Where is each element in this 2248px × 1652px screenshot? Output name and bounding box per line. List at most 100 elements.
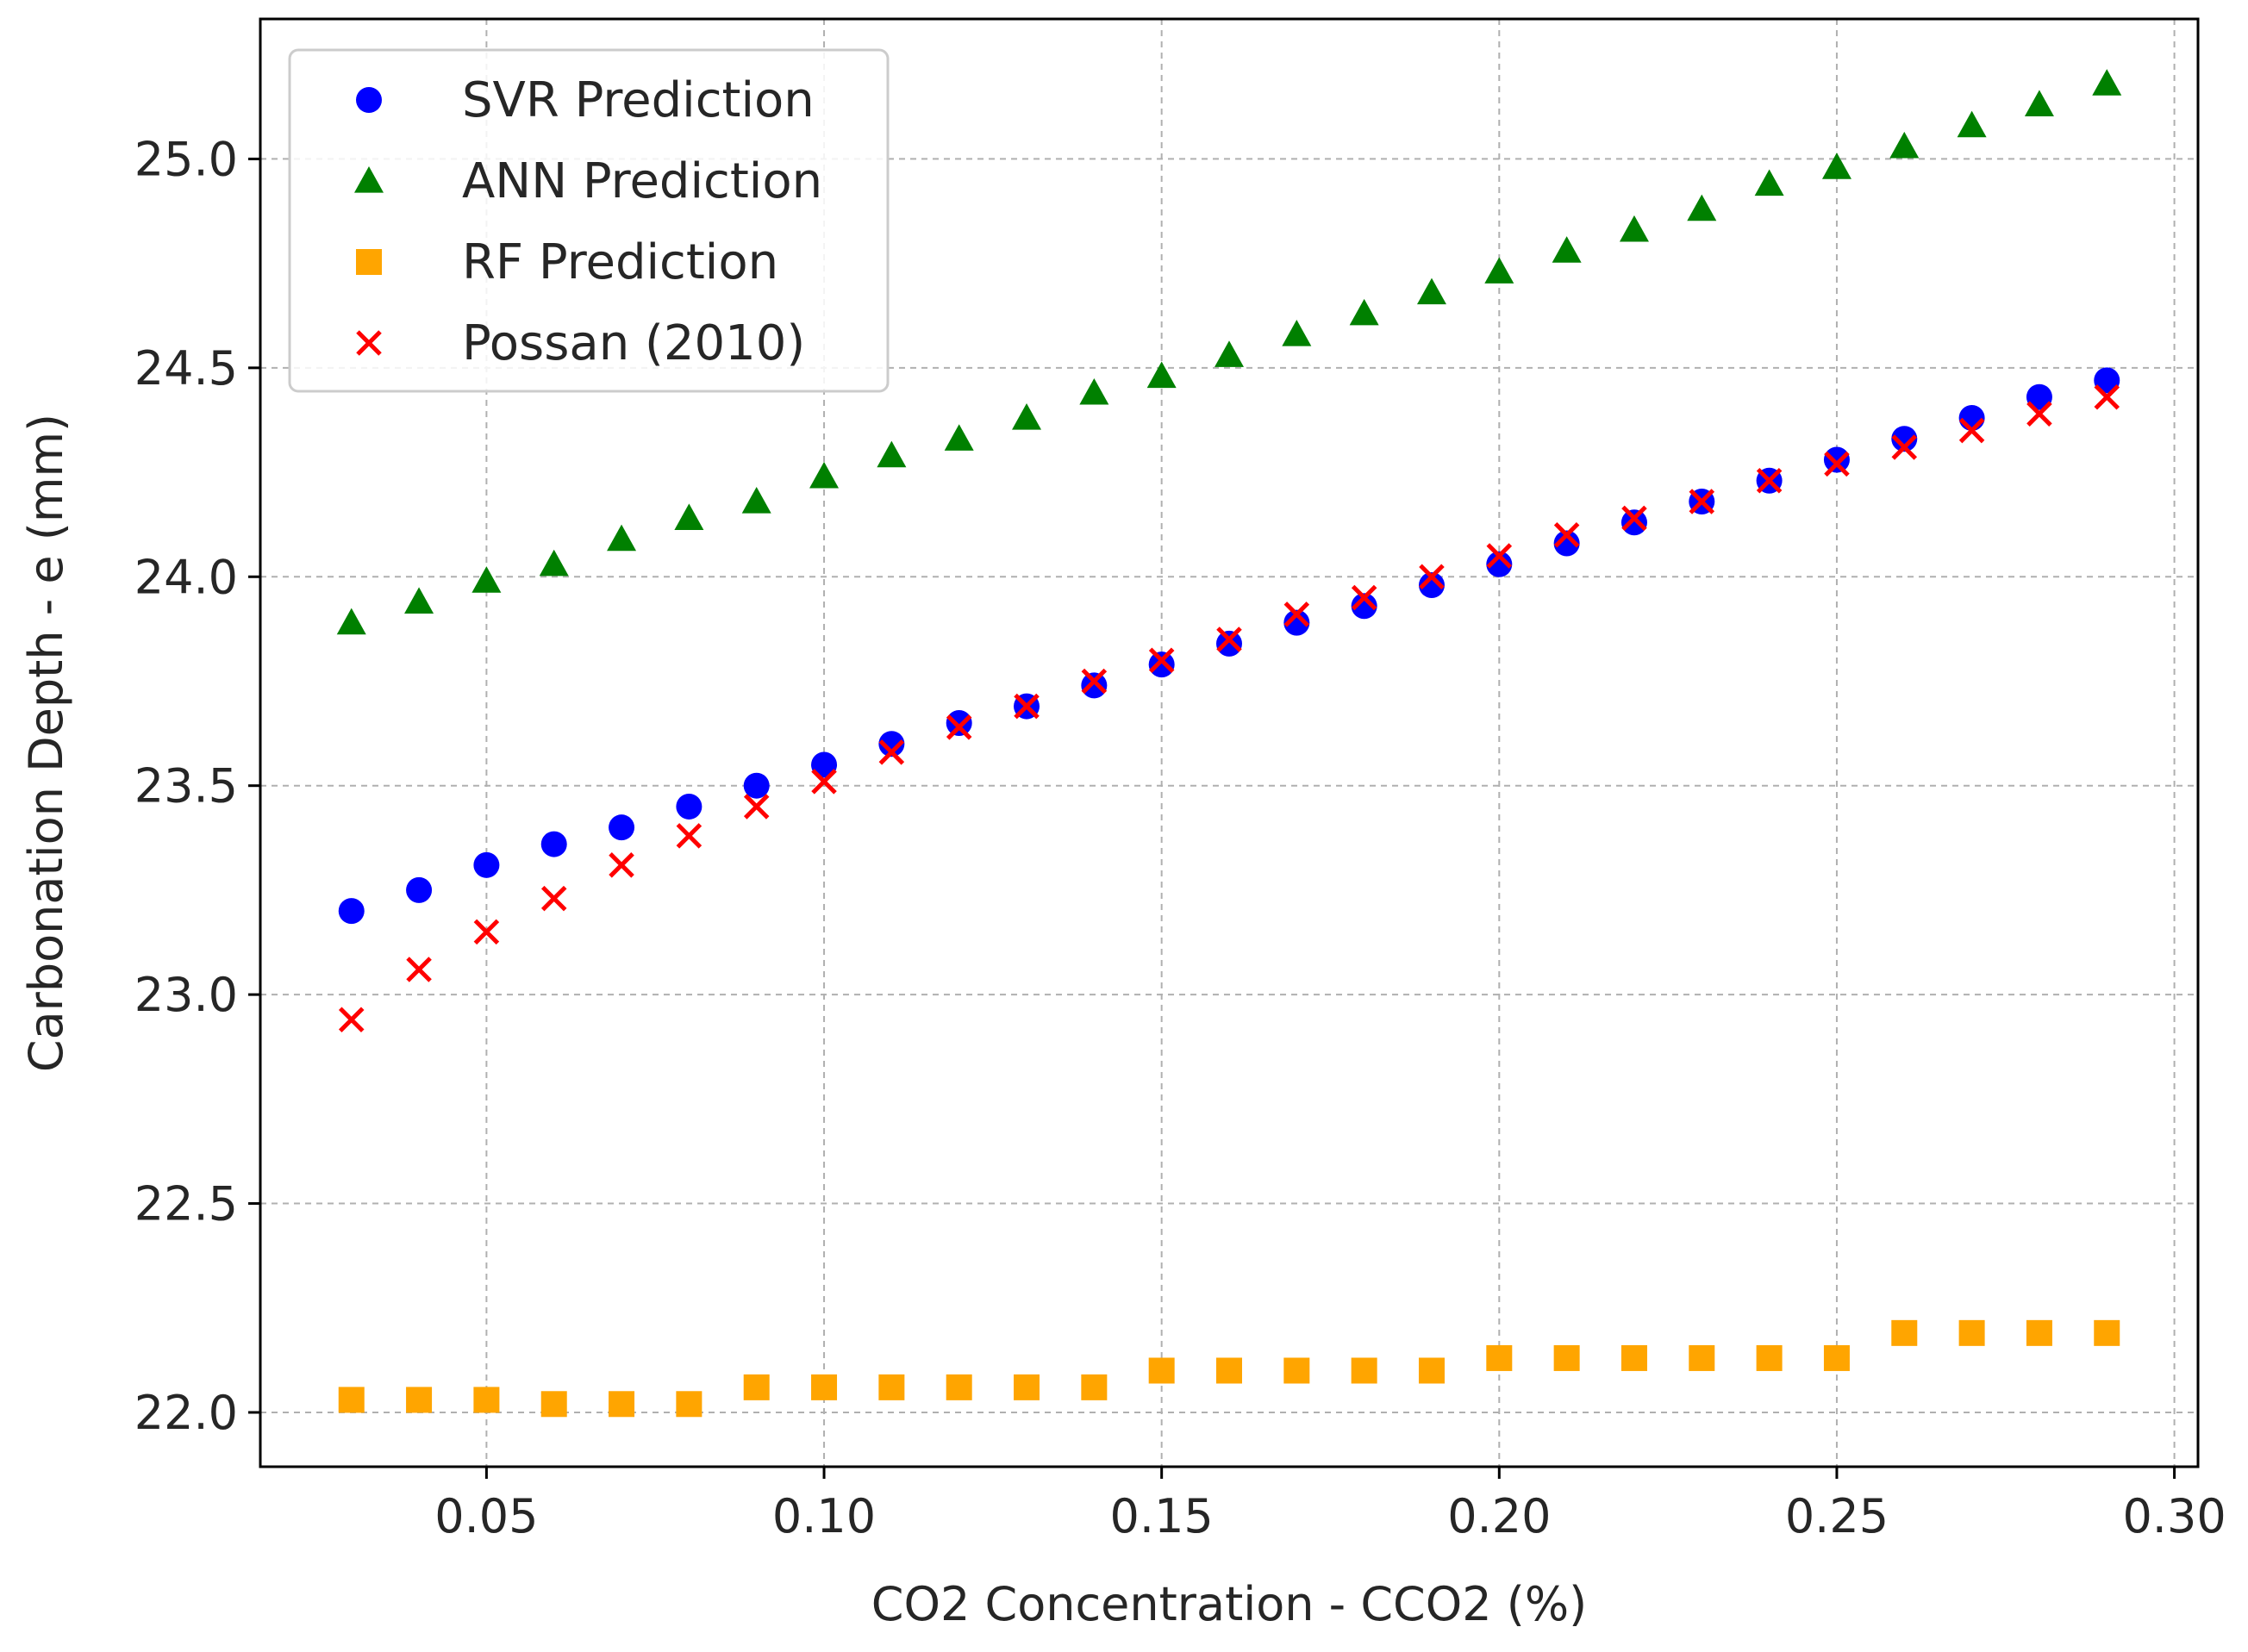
legend-label-svr-prediction: SVR Prediction xyxy=(462,72,815,128)
svr-prediction-point xyxy=(676,793,702,820)
possan-2010-point xyxy=(1148,647,1175,674)
plot-frame xyxy=(259,17,2200,1468)
possan-2010-point xyxy=(473,919,500,945)
ann-prediction-point xyxy=(809,461,840,489)
rf-prediction-point xyxy=(1216,1357,1242,1384)
x-tick-label: 0.05 xyxy=(434,1489,538,1543)
possan-2010-point xyxy=(2094,384,2120,410)
ann-prediction-point xyxy=(1012,403,1042,430)
svr-prediction-point xyxy=(609,814,635,841)
x-tick-label: 0.30 xyxy=(2122,1489,2226,1543)
ann-prediction-point xyxy=(1349,298,1379,326)
possan-2010-point xyxy=(1081,668,1108,695)
legend-label-ann-prediction: ANN Prediction xyxy=(462,153,822,209)
rf-prediction-point xyxy=(1014,1374,1040,1400)
possan-2010-point xyxy=(1553,522,1580,548)
rf-prediction-point xyxy=(676,1391,702,1418)
svr-prediction-point xyxy=(743,772,770,799)
rf-prediction-point xyxy=(1553,1344,1580,1371)
possan-2010-point xyxy=(2026,401,2052,427)
ann-prediction-point xyxy=(674,503,704,530)
possan-2010-point xyxy=(406,957,432,982)
legend-label-rf-prediction: RF Prediction xyxy=(462,234,778,290)
possan-2010-point xyxy=(1824,451,1850,477)
legend-marker-svr-prediction xyxy=(356,87,382,113)
possan-2010-series xyxy=(338,384,2120,1032)
possan-2010-point xyxy=(1756,467,1783,494)
svr-prediction-point xyxy=(473,851,500,878)
rf-prediction-point xyxy=(1689,1344,1715,1371)
rf-prediction-point xyxy=(811,1374,838,1400)
ann-prediction-point xyxy=(1079,377,1109,405)
y-tick-label: 23.5 xyxy=(134,759,238,814)
rf-prediction-point xyxy=(473,1387,500,1413)
svr-prediction-point xyxy=(1418,571,1445,598)
svr-prediction-point xyxy=(1081,672,1108,699)
rf-prediction-point xyxy=(1418,1357,1445,1384)
y-tick-label: 25.0 xyxy=(134,132,238,186)
x-tick-label: 0.25 xyxy=(1785,1489,1889,1543)
svr-prediction-point xyxy=(1958,405,1985,432)
svr-prediction-point xyxy=(1891,426,1918,452)
possan-2010-point xyxy=(338,1007,365,1032)
legend-marker-possan-2010 xyxy=(356,330,382,356)
ann-prediction-point xyxy=(2024,90,2054,116)
x-axis-label: CO2 Concentration - CCO2 (%) xyxy=(871,1577,1587,1631)
rf-prediction-point xyxy=(743,1374,770,1400)
rf-prediction-point xyxy=(540,1391,567,1418)
svr-prediction-point xyxy=(2094,367,2120,394)
ann-prediction-point xyxy=(1889,131,1920,159)
ann-prediction-point xyxy=(539,549,569,577)
y-axis-label: Carbonation Depth - e (mm) xyxy=(19,414,73,1072)
ann-prediction-point xyxy=(1282,320,1312,346)
possan-2010-point xyxy=(609,852,634,878)
rf-prediction-point xyxy=(2026,1319,2052,1346)
svr-prediction-point xyxy=(1148,651,1175,678)
possan-2010-point xyxy=(878,739,905,765)
legend-marker-ann-prediction xyxy=(354,166,384,193)
y-tick-label: 22.0 xyxy=(134,1386,238,1440)
y-tick-label: 24.5 xyxy=(134,341,238,396)
rf-prediction-point xyxy=(1620,1344,1647,1371)
rf-prediction-point xyxy=(1823,1344,1850,1371)
ann-prediction-point xyxy=(1687,194,1717,221)
possan-2010-point xyxy=(1891,434,1918,460)
ann-prediction-point xyxy=(1484,257,1514,284)
rf-prediction-point xyxy=(1148,1357,1175,1384)
possan-2010-point xyxy=(1689,489,1715,514)
x-tick-label: 0.20 xyxy=(1447,1489,1551,1543)
rf-prediction-series xyxy=(338,1319,2120,1418)
rf-prediction-point xyxy=(946,1374,972,1400)
y-tick-label: 22.5 xyxy=(134,1177,238,1231)
ann-prediction-point xyxy=(404,587,434,614)
svr-prediction-point xyxy=(540,831,567,857)
possan-2010-point xyxy=(1351,584,1377,611)
data-marks xyxy=(336,69,2122,1418)
svr-prediction-point xyxy=(1283,609,1310,636)
ann-prediction-series xyxy=(336,69,2122,635)
rf-prediction-point xyxy=(338,1387,365,1413)
axes: 0.05 0.10 0.15 0.20 0.25 0.30 22.0 22.5 23.0 23.5… xyxy=(134,132,2226,1543)
possan-2010-point xyxy=(1419,564,1445,590)
x-tick-label: 0.10 xyxy=(772,1489,876,1543)
possan-2010-point xyxy=(811,769,837,795)
ann-prediction-point xyxy=(1416,277,1446,305)
ann-prediction-point xyxy=(471,566,502,593)
rf-prediction-point xyxy=(1081,1374,1108,1400)
rf-prediction-point xyxy=(1891,1319,1918,1346)
possan-2010-point xyxy=(1014,693,1040,720)
svr-prediction-point xyxy=(1351,593,1377,620)
rf-prediction-point xyxy=(1351,1357,1377,1384)
possan-2010-point xyxy=(1216,627,1242,652)
svr-prediction-point xyxy=(338,898,365,925)
possan-2010-point xyxy=(1486,543,1513,569)
svr-prediction-point xyxy=(1620,509,1647,536)
svr-prediction-series xyxy=(338,367,2120,925)
rf-prediction-point xyxy=(1958,1319,1985,1346)
ann-prediction-point xyxy=(741,487,771,514)
legend: SVR Prediction ANN Prediction RF Predictio… xyxy=(288,48,890,393)
ann-prediction-point xyxy=(607,524,637,552)
possan-2010-point xyxy=(676,823,702,849)
svr-prediction-point xyxy=(406,876,433,903)
